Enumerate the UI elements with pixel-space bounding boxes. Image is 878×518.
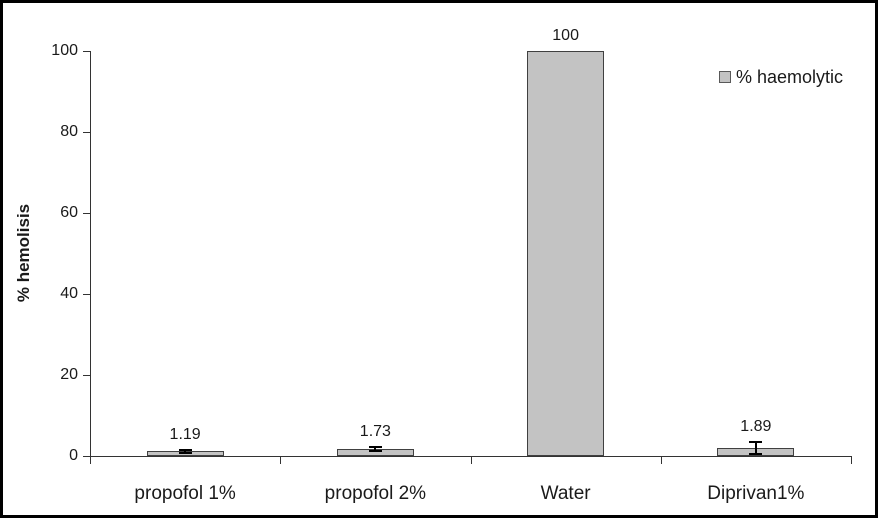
x-axis-tick <box>660 456 662 464</box>
y-axis-tick <box>83 213 90 214</box>
y-axis-tick-label: 60 <box>60 204 78 221</box>
y-axis-line <box>90 51 91 464</box>
y-axis-tick <box>83 456 90 457</box>
y-axis-tick <box>83 51 90 52</box>
y-axis-tick-label: 20 <box>60 366 78 383</box>
x-axis-tick <box>90 456 91 464</box>
y-axis-tick <box>83 294 90 295</box>
y-axis-tick-label: 0 <box>69 447 78 464</box>
value-label: 1.19 <box>169 425 201 443</box>
category-label: propofol 1% <box>134 483 236 504</box>
y-axis-tick-label: 100 <box>51 42 78 59</box>
error-bar-line <box>184 449 187 453</box>
y-axis-tick <box>83 132 90 133</box>
error-bar-bottom-cap <box>178 451 192 454</box>
value-label: 1.73 <box>359 423 391 441</box>
category-label: Diprivan1% <box>707 483 805 504</box>
value-label: 1.89 <box>740 418 772 436</box>
y-axis-tick-label: 40 <box>60 285 78 302</box>
legend-color-swatch-icon <box>719 71 731 83</box>
y-axis-tick <box>83 375 90 376</box>
x-axis-tick <box>851 456 852 464</box>
x-axis-tick <box>470 456 472 464</box>
y-axis-tick-label: 80 <box>60 123 78 140</box>
y-axis-title: % hemolisis <box>14 203 33 303</box>
x-axis-tick <box>280 456 282 464</box>
category-label: propofol 2% <box>324 483 427 504</box>
value-label: 100 <box>552 27 579 44</box>
legend: % haemolytic <box>719 67 843 87</box>
error-bar-bottom-cap <box>368 449 382 452</box>
error-bar-bottom-cap <box>749 453 763 456</box>
legend-label: % haemolytic <box>736 66 844 87</box>
error-bar-line <box>374 447 377 451</box>
error-bar-line <box>754 442 757 455</box>
category-label: Water <box>540 483 591 504</box>
bar <box>527 51 605 456</box>
